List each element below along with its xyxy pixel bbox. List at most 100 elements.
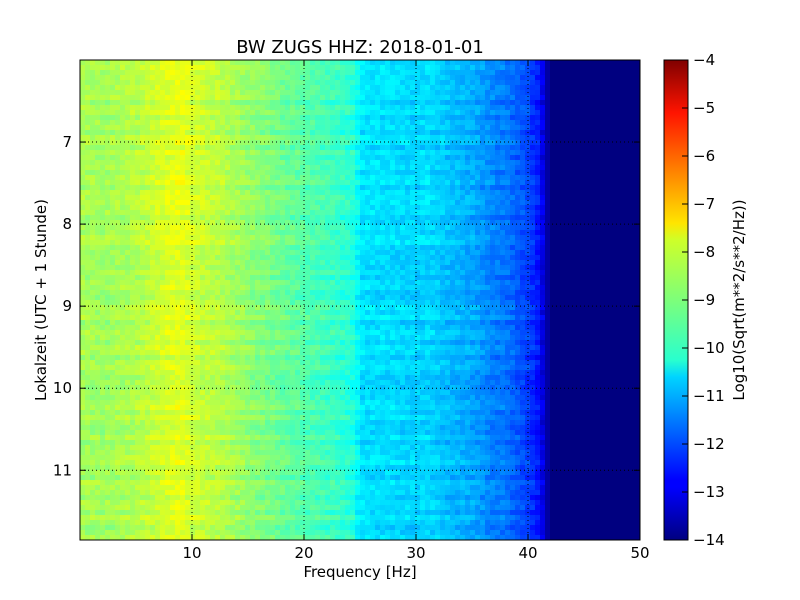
heatmap-cell [295, 255, 301, 261]
heatmap-cell [620, 225, 626, 231]
heatmap-cell [105, 125, 111, 131]
heatmap-cell [220, 130, 226, 136]
heatmap-cell [125, 250, 131, 256]
heatmap-cell [135, 155, 141, 161]
heatmap-cell [475, 220, 481, 226]
heatmap-cell [280, 215, 286, 221]
heatmap-cell [485, 170, 491, 176]
heatmap-cell [580, 250, 586, 256]
heatmap-cell [355, 195, 361, 201]
heatmap-cell [545, 155, 551, 161]
heatmap-cell [350, 155, 356, 161]
heatmap-cell [320, 270, 326, 276]
heatmap-cell [185, 270, 191, 276]
heatmap-cell [80, 180, 86, 186]
heatmap-cell [340, 155, 346, 161]
heatmap-cell [275, 275, 281, 281]
heatmap-cell [540, 220, 546, 226]
heatmap-cell [635, 275, 641, 281]
heatmap-cell [105, 255, 111, 261]
heatmap-cell [625, 100, 631, 106]
heatmap-cell [315, 60, 321, 66]
heatmap-cell [490, 65, 496, 71]
heatmap-cell [215, 200, 221, 206]
heatmap-cell [135, 135, 141, 141]
heatmap-cell [395, 95, 401, 101]
heatmap-cell [430, 130, 436, 136]
heatmap-cell [420, 105, 426, 111]
heatmap-cell [315, 210, 321, 216]
heatmap-cell [205, 165, 211, 171]
heatmap-cell [515, 155, 521, 161]
heatmap-cell [475, 140, 481, 146]
heatmap-cell [145, 270, 151, 276]
heatmap-cell [410, 185, 416, 191]
heatmap-cell [635, 215, 641, 221]
heatmap-cell [310, 200, 316, 206]
heatmap-cell [595, 195, 601, 201]
heatmap-cell [320, 230, 326, 236]
heatmap-cell [120, 250, 126, 256]
heatmap-cell [635, 75, 641, 81]
heatmap-cell [115, 85, 121, 91]
heatmap-cell [495, 210, 501, 216]
heatmap-cell [470, 260, 476, 266]
heatmap-cell [595, 95, 601, 101]
heatmap-cell [270, 155, 276, 161]
heatmap-cell [120, 215, 126, 221]
heatmap-cell [180, 280, 186, 286]
heatmap-cell [145, 60, 151, 66]
heatmap-cell [150, 280, 156, 286]
heatmap-cell [350, 275, 356, 281]
heatmap-cell [345, 200, 351, 206]
heatmap-cell [175, 240, 181, 246]
heatmap-cell [505, 120, 511, 126]
heatmap-cell [305, 180, 311, 186]
heatmap-cell [85, 195, 91, 201]
heatmap-cell [225, 205, 231, 211]
heatmap-cell [300, 125, 306, 131]
heatmap-cell [405, 155, 411, 161]
heatmap-cell [195, 65, 201, 71]
heatmap-cell [130, 90, 136, 96]
heatmap-cell [245, 280, 251, 286]
heatmap-cell [360, 275, 366, 281]
heatmap-cell [560, 150, 566, 156]
heatmap-cell [615, 250, 621, 256]
heatmap-cell [485, 215, 491, 221]
heatmap-cell [325, 160, 331, 166]
heatmap-cell [190, 195, 196, 201]
heatmap-cell [120, 115, 126, 121]
heatmap-cell [230, 190, 236, 196]
heatmap-cell [185, 155, 191, 161]
heatmap-cell [110, 265, 116, 271]
heatmap-cell [470, 150, 476, 156]
heatmap-cell [395, 70, 401, 76]
heatmap-cell [535, 100, 541, 106]
heatmap-cell [575, 200, 581, 206]
heatmap-cell [325, 175, 331, 181]
heatmap-cell [90, 180, 96, 186]
heatmap-cell [610, 115, 616, 121]
heatmap-cell [290, 195, 296, 201]
heatmap-cell [240, 150, 246, 156]
heatmap-cell [350, 200, 356, 206]
heatmap-cell [610, 185, 616, 191]
heatmap-cell [620, 75, 626, 81]
heatmap-cell [430, 105, 436, 111]
heatmap-cell [335, 235, 341, 241]
heatmap-cell [505, 95, 511, 101]
heatmap-cell [80, 85, 86, 91]
heatmap-cell [570, 170, 576, 176]
heatmap-cell [210, 220, 216, 226]
heatmap-cell [635, 205, 641, 211]
heatmap-cell [140, 90, 146, 96]
heatmap-cell [215, 280, 221, 286]
heatmap-cell [415, 140, 421, 146]
heatmap-cell [635, 255, 641, 261]
heatmap-cell [235, 140, 241, 146]
heatmap-cell [220, 125, 226, 131]
heatmap-cell [575, 105, 581, 111]
heatmap-cell [450, 140, 456, 146]
heatmap-cell [585, 115, 591, 121]
